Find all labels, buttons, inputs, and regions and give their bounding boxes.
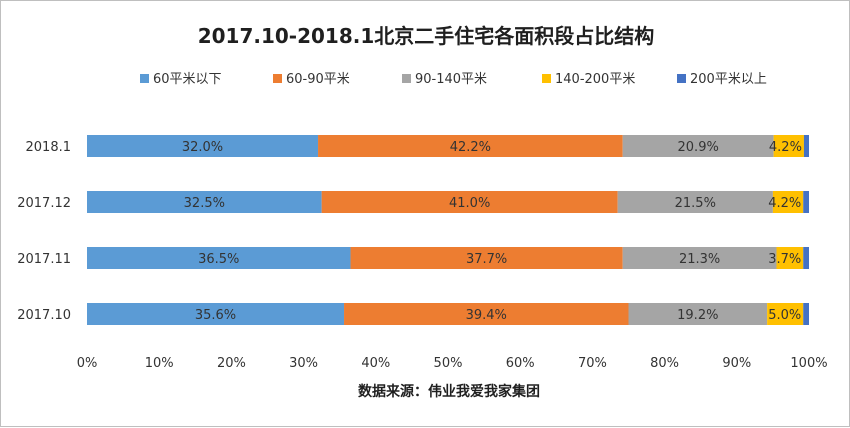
- bar-segment: [87, 303, 345, 325]
- source-note: 数据来源：伟业我爱我家集团: [358, 383, 540, 400]
- legend: 60平米以下 60-90平米 90-140平米 140-200平米 200平米以上: [140, 72, 767, 87]
- legend-swatch: [542, 74, 551, 83]
- data-label: 32.0%: [182, 140, 223, 155]
- bar-segment: [622, 247, 777, 269]
- data-label: 21.3%: [679, 252, 720, 267]
- bar-segment: [772, 191, 804, 213]
- bar-segment: [622, 135, 774, 157]
- data-label: 21.5%: [675, 196, 716, 211]
- data-label: 3.7%: [768, 252, 801, 267]
- category-label: 2017.12: [17, 196, 71, 211]
- data-label: 4.2%: [768, 196, 801, 211]
- bar-segment: [617, 191, 773, 213]
- x-axis: 0% 10% 20% 30% 40% 50% 60% 70% 80% 90% 100%: [77, 356, 828, 371]
- bar-segment: [350, 247, 623, 269]
- x-tick-label: 30%: [289, 356, 318, 371]
- legend-label: 200平米以上: [690, 72, 767, 87]
- legend-swatch: [402, 74, 411, 83]
- legend-label: 140-200平米: [555, 72, 635, 87]
- bar-segment: [318, 135, 623, 157]
- bar-segment: [803, 135, 809, 157]
- bar-segment: [321, 191, 618, 213]
- category-label: 2018.1: [26, 140, 72, 155]
- bar-segment: [87, 135, 319, 157]
- x-tick-label: 20%: [217, 356, 246, 371]
- bar-segment: [628, 303, 768, 325]
- x-tick-label: 90%: [722, 356, 751, 371]
- x-tick-label: 80%: [650, 356, 679, 371]
- data-labels: 32.0% 42.2% 20.9% 4.2% 32.5% 41.0% 21.5% 4.2% 36…: [182, 140, 802, 323]
- legend-swatch: [273, 74, 282, 83]
- data-label: 4.2%: [769, 140, 802, 155]
- bar-segment: [767, 303, 804, 325]
- bar-segment: [803, 191, 809, 213]
- data-label: 42.2%: [450, 140, 491, 155]
- category-label: 2017.10: [17, 308, 71, 323]
- x-tick-label: 70%: [578, 356, 607, 371]
- bar-segment: [776, 247, 804, 269]
- bar-segment: [803, 303, 809, 325]
- data-label: 5.0%: [768, 308, 801, 323]
- data-label: 41.0%: [449, 196, 490, 211]
- bar-segment: [344, 303, 629, 325]
- x-tick-label: 10%: [145, 356, 174, 371]
- x-tick-label: 60%: [506, 356, 535, 371]
- legend-swatch: [677, 74, 686, 83]
- bars: [87, 135, 809, 325]
- category-labels: 2018.1 2017.12 2017.11 2017.10: [17, 140, 71, 323]
- legend-label: 60-90平米: [286, 72, 350, 87]
- data-label: 37.7%: [466, 252, 507, 267]
- bar-segment: [87, 247, 351, 269]
- legend-swatch: [140, 74, 149, 83]
- data-label: 32.5%: [184, 196, 225, 211]
- legend-label: 60平米以下: [153, 72, 222, 87]
- category-label: 2017.11: [17, 252, 71, 267]
- bar-segment: [803, 247, 809, 269]
- bar-segment: [773, 135, 804, 157]
- x-tick-label: 0%: [77, 356, 98, 371]
- x-tick-label: 100%: [790, 356, 827, 371]
- data-label: 20.9%: [678, 140, 719, 155]
- data-label: 19.2%: [677, 308, 718, 323]
- bar-segment: [87, 191, 322, 213]
- legend-label: 90-140平米: [415, 72, 487, 87]
- data-label: 36.5%: [198, 252, 239, 267]
- x-tick-label: 50%: [434, 356, 463, 371]
- x-tick-label: 40%: [361, 356, 390, 371]
- chart-title: 2017.10-2018.1北京二手住宅各面积段占比结构: [198, 24, 655, 48]
- data-label: 35.6%: [195, 308, 236, 323]
- data-label: 39.4%: [466, 308, 507, 323]
